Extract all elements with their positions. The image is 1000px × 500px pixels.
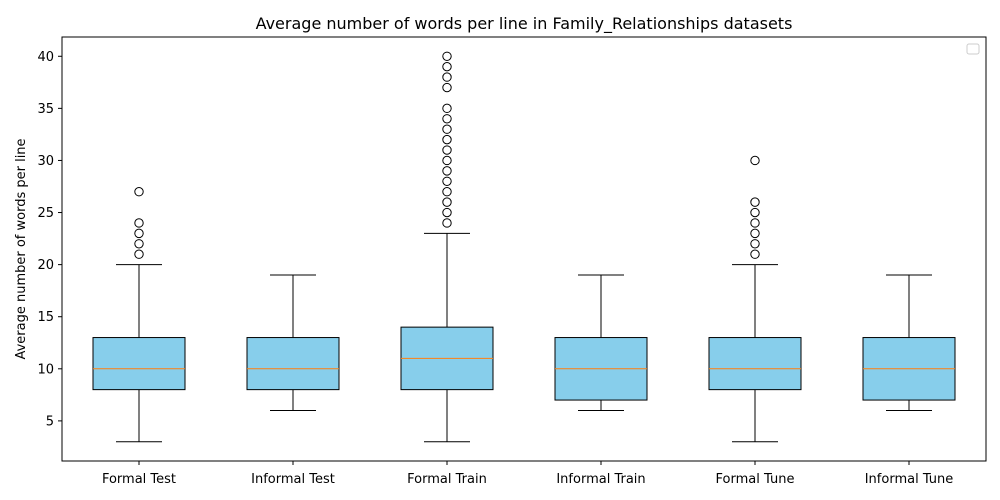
x-tick-label: Informal Tune: [865, 472, 954, 487]
x-tick-label: Formal Train: [407, 472, 487, 487]
y-tick-label: 10: [37, 362, 54, 377]
outlier-point: [442, 155, 452, 166]
outlier-point: [442, 176, 452, 186]
y-tick-label: 5: [46, 414, 54, 429]
outlier-point: [750, 228, 760, 239]
y-tick-label: 20: [37, 258, 54, 273]
outlier-point: [134, 239, 144, 249]
outlier-point: [442, 82, 452, 93]
y-tick-label: 35: [37, 102, 54, 117]
outlier-point: [442, 145, 452, 155]
plot-frame: [61, 36, 987, 462]
x-tick-label: Informal Train: [556, 472, 645, 487]
plot-area: 5 10 15 20 25 30 35 40 Formal Test Informal Test F…: [37, 50, 956, 487]
legend-box: [966, 43, 980, 55]
outlier-point: [442, 114, 452, 124]
chart-title: Average number of words per line in Fami…: [256, 14, 793, 34]
y-tick-label: 15: [37, 310, 54, 325]
y-axis-label: Average number of words per line: [14, 138, 29, 359]
box-0: [92, 337, 186, 391]
outlier-point: [442, 187, 452, 197]
outlier-point: [442, 124, 452, 134]
outlier-point: [442, 61, 452, 72]
x-tick-label: Informal Test: [251, 472, 335, 487]
outlier-point: [442, 134, 452, 145]
box-4: [708, 337, 802, 391]
outlier-point: [750, 239, 760, 249]
outlier-point: [442, 218, 452, 228]
outlier-point: [442, 166, 452, 176]
outlier-point: [750, 197, 760, 207]
outlier-point: [442, 207, 452, 218]
outlier-point: [750, 218, 760, 228]
box-1: [246, 337, 340, 391]
y-tick-label: 30: [37, 154, 54, 169]
outlier-point: [134, 187, 144, 197]
outlier-point: [134, 249, 144, 259]
outlier-point: [750, 249, 760, 259]
outlier-point: [442, 197, 452, 207]
outlier-point: [134, 228, 144, 239]
outlier-point: [442, 51, 452, 61]
x-tick-label: Formal Tune: [716, 472, 795, 487]
outlier-point: [442, 72, 452, 82]
outlier-point: [442, 103, 452, 114]
outlier-point: [750, 155, 760, 166]
y-tick-label: 25: [37, 206, 54, 221]
y-tick-label: 40: [37, 50, 54, 65]
outlier-point: [750, 207, 760, 218]
outlier-point: [134, 218, 144, 228]
x-tick-label: Formal Test: [102, 472, 176, 487]
